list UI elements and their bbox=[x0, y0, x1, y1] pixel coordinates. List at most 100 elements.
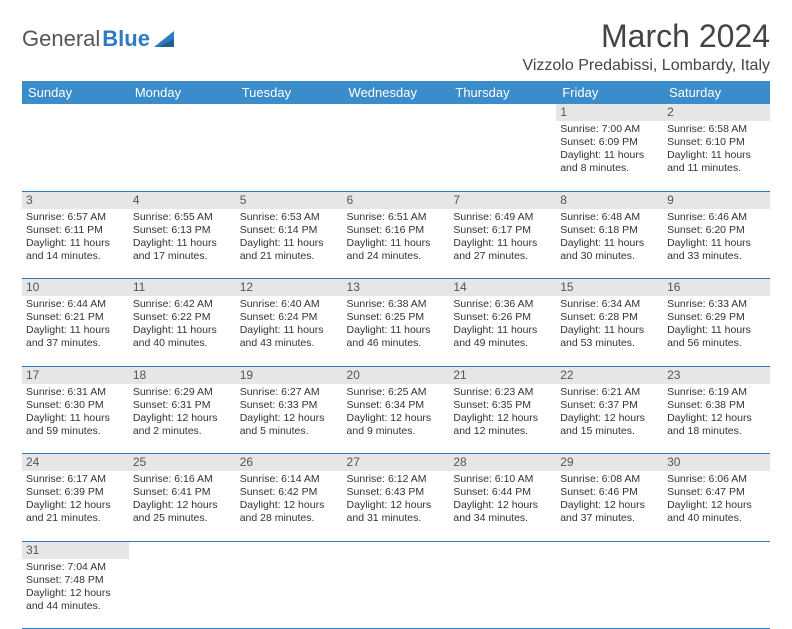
daylight-line2: and 17 minutes. bbox=[133, 250, 232, 263]
sail-icon bbox=[154, 29, 180, 49]
daylight-line: Daylight: 11 hours bbox=[240, 237, 339, 250]
day-cell: Sunrise: 6:44 AMSunset: 6:21 PMDaylight:… bbox=[22, 296, 129, 366]
daylight-line: Daylight: 11 hours bbox=[667, 237, 766, 250]
sunset-line: Sunset: 6:37 PM bbox=[560, 399, 659, 412]
daylight-line: Daylight: 12 hours bbox=[453, 499, 552, 512]
daylight-line: Daylight: 12 hours bbox=[667, 412, 766, 425]
day-cell bbox=[129, 121, 236, 191]
sunrise-line: Sunrise: 6:08 AM bbox=[560, 473, 659, 486]
day-number: 11 bbox=[129, 279, 236, 297]
daylight-line2: and 21 minutes. bbox=[240, 250, 339, 263]
daynum-row: 3456789 bbox=[22, 191, 770, 209]
day-cell bbox=[236, 559, 343, 629]
day-number bbox=[129, 541, 236, 559]
sunset-line: Sunset: 6:22 PM bbox=[133, 311, 232, 324]
day-header: Wednesday bbox=[343, 81, 450, 104]
day-number: 6 bbox=[343, 191, 450, 209]
sunrise-line: Sunrise: 6:46 AM bbox=[667, 211, 766, 224]
day-cell bbox=[343, 559, 450, 629]
day-cell: Sunrise: 6:19 AMSunset: 6:38 PMDaylight:… bbox=[663, 384, 770, 454]
daylight-line2: and 56 minutes. bbox=[667, 337, 766, 350]
daylight-line2: and 12 minutes. bbox=[453, 425, 552, 438]
daylight-line: Daylight: 11 hours bbox=[26, 237, 125, 250]
day-cell: Sunrise: 6:06 AMSunset: 6:47 PMDaylight:… bbox=[663, 471, 770, 541]
daylight-line2: and 15 minutes. bbox=[560, 425, 659, 438]
daylight-line2: and 43 minutes. bbox=[240, 337, 339, 350]
daylight-line2: and 9 minutes. bbox=[347, 425, 446, 438]
sunrise-line: Sunrise: 6:38 AM bbox=[347, 298, 446, 311]
day-number: 14 bbox=[449, 279, 556, 297]
day-number: 9 bbox=[663, 191, 770, 209]
logo-text-general: General bbox=[22, 26, 100, 52]
day-header: Tuesday bbox=[236, 81, 343, 104]
daylight-line: Daylight: 11 hours bbox=[667, 149, 766, 162]
day-number bbox=[556, 541, 663, 559]
sunset-line: Sunset: 6:11 PM bbox=[26, 224, 125, 237]
day-number: 19 bbox=[236, 366, 343, 384]
daylight-line: Daylight: 12 hours bbox=[560, 412, 659, 425]
day-cell bbox=[449, 559, 556, 629]
day-number: 10 bbox=[22, 279, 129, 297]
daylight-line: Daylight: 12 hours bbox=[240, 412, 339, 425]
day-cell: Sunrise: 6:51 AMSunset: 6:16 PMDaylight:… bbox=[343, 209, 450, 279]
day-cell: Sunrise: 7:00 AMSunset: 6:09 PMDaylight:… bbox=[556, 121, 663, 191]
sunrise-line: Sunrise: 7:04 AM bbox=[26, 561, 125, 574]
daylight-line: Daylight: 12 hours bbox=[347, 412, 446, 425]
daylight-line: Daylight: 12 hours bbox=[347, 499, 446, 512]
daylight-line: Daylight: 12 hours bbox=[133, 499, 232, 512]
sunset-line: Sunset: 6:24 PM bbox=[240, 311, 339, 324]
daylight-line: Daylight: 11 hours bbox=[133, 324, 232, 337]
day-number bbox=[129, 104, 236, 121]
daynum-row: 10111213141516 bbox=[22, 279, 770, 297]
sunset-line: Sunset: 6:33 PM bbox=[240, 399, 339, 412]
sunset-line: Sunset: 6:42 PM bbox=[240, 486, 339, 499]
daylight-line: Daylight: 11 hours bbox=[667, 324, 766, 337]
day-cell: Sunrise: 6:42 AMSunset: 6:22 PMDaylight:… bbox=[129, 296, 236, 366]
day-cell: Sunrise: 6:53 AMSunset: 6:14 PMDaylight:… bbox=[236, 209, 343, 279]
sunset-line: Sunset: 6:28 PM bbox=[560, 311, 659, 324]
day-number bbox=[343, 541, 450, 559]
day-header: Friday bbox=[556, 81, 663, 104]
sunrise-line: Sunrise: 6:44 AM bbox=[26, 298, 125, 311]
sunset-line: Sunset: 6:29 PM bbox=[667, 311, 766, 324]
daylight-line2: and 11 minutes. bbox=[667, 162, 766, 175]
day-cell: Sunrise: 6:48 AMSunset: 6:18 PMDaylight:… bbox=[556, 209, 663, 279]
day-header: Saturday bbox=[663, 81, 770, 104]
day-number: 29 bbox=[556, 454, 663, 472]
day-number: 4 bbox=[129, 191, 236, 209]
daylight-line2: and 5 minutes. bbox=[240, 425, 339, 438]
logo: GeneralBlue bbox=[22, 18, 180, 52]
daynum-row: 31 bbox=[22, 541, 770, 559]
day-cell bbox=[22, 121, 129, 191]
day-cell: Sunrise: 6:16 AMSunset: 6:41 PMDaylight:… bbox=[129, 471, 236, 541]
day-number: 3 bbox=[22, 191, 129, 209]
week-row: Sunrise: 6:31 AMSunset: 6:30 PMDaylight:… bbox=[22, 384, 770, 454]
sunset-line: Sunset: 6:46 PM bbox=[560, 486, 659, 499]
day-number: 2 bbox=[663, 104, 770, 121]
sunset-line: Sunset: 6:31 PM bbox=[133, 399, 232, 412]
daylight-line: Daylight: 12 hours bbox=[667, 499, 766, 512]
week-row: Sunrise: 7:00 AMSunset: 6:09 PMDaylight:… bbox=[22, 121, 770, 191]
daylight-line2: and 21 minutes. bbox=[26, 512, 125, 525]
month-title: March 2024 bbox=[522, 18, 770, 55]
daylight-line2: and 46 minutes. bbox=[347, 337, 446, 350]
daylight-line2: and 18 minutes. bbox=[667, 425, 766, 438]
daylight-line: Daylight: 11 hours bbox=[560, 149, 659, 162]
sunset-line: Sunset: 7:48 PM bbox=[26, 574, 125, 587]
sunrise-line: Sunrise: 6:21 AM bbox=[560, 386, 659, 399]
daylight-line2: and 28 minutes. bbox=[240, 512, 339, 525]
day-cell: Sunrise: 6:31 AMSunset: 6:30 PMDaylight:… bbox=[22, 384, 129, 454]
daylight-line2: and 33 minutes. bbox=[667, 250, 766, 263]
day-number: 21 bbox=[449, 366, 556, 384]
daynum-row: 17181920212223 bbox=[22, 366, 770, 384]
sunset-line: Sunset: 6:44 PM bbox=[453, 486, 552, 499]
day-number: 15 bbox=[556, 279, 663, 297]
daylight-line2: and 40 minutes. bbox=[667, 512, 766, 525]
daylight-line: Daylight: 11 hours bbox=[347, 324, 446, 337]
daylight-line: Daylight: 11 hours bbox=[26, 412, 125, 425]
daylight-line2: and 25 minutes. bbox=[133, 512, 232, 525]
day-cell: Sunrise: 6:34 AMSunset: 6:28 PMDaylight:… bbox=[556, 296, 663, 366]
day-cell: Sunrise: 6:49 AMSunset: 6:17 PMDaylight:… bbox=[449, 209, 556, 279]
sunrise-line: Sunrise: 6:42 AM bbox=[133, 298, 232, 311]
daynum-row: 12 bbox=[22, 104, 770, 121]
